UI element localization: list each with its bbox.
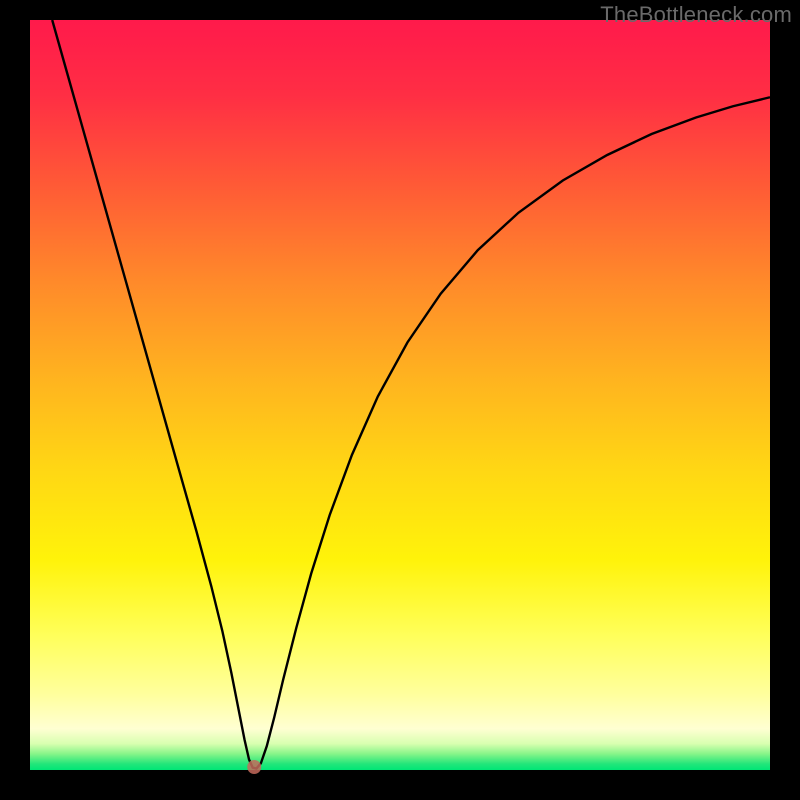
bottleneck-curve <box>52 20 770 769</box>
watermark-text: TheBottleneck.com <box>600 2 792 28</box>
curve-layer <box>30 20 770 770</box>
chart-frame: TheBottleneck.com <box>0 0 800 800</box>
optimum-marker <box>247 760 261 774</box>
